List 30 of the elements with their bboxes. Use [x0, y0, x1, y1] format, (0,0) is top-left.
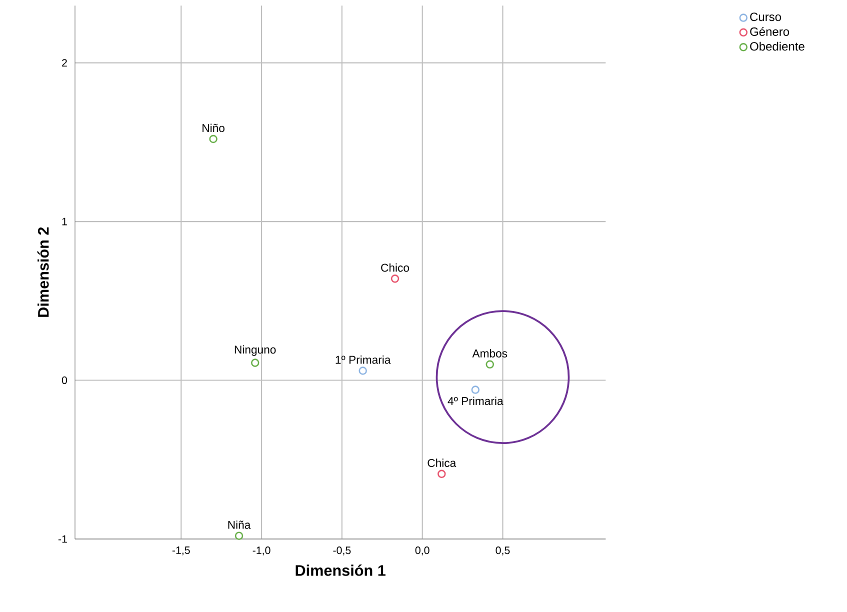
annotation: Ambos [472, 349, 508, 358]
point [209, 134, 218, 144]
annotation: Niño [202, 124, 224, 132]
x-axis-title: Dimensión 1 [296, 564, 386, 576]
legend-label: Género [750, 26, 790, 36]
y-tick-label: 2 [62, 59, 67, 67]
x-tick-label: 0,0 [415, 546, 430, 556]
y-axis-title: Dimensión 2 [37, 227, 49, 317]
x-tick-label: -1,5 [172, 546, 190, 556]
annotation: 1º Primaria [336, 355, 391, 364]
x-tick-label: -0,5 [333, 546, 351, 556]
annotation: Ninguno [234, 345, 276, 356]
point [390, 274, 400, 283]
point [438, 470, 446, 478]
x-tick-label: -1,0 [252, 546, 270, 556]
y-tick-label: 1 [62, 218, 67, 226]
point [234, 532, 244, 540]
point [250, 358, 260, 367]
annotation: 4º Primaria [448, 396, 504, 406]
y-tick-label: 0 [62, 376, 68, 384]
x-tick-label: 0,5 [496, 546, 510, 556]
annotation: Niña [228, 520, 251, 529]
point [486, 360, 494, 369]
point [471, 386, 480, 394]
annotation: Chica [428, 458, 456, 467]
y-tick-label: -1 [58, 535, 67, 543]
legend-label: Curso [750, 12, 782, 22]
legend-label: Obediente [750, 42, 804, 51]
annotation: Chico [381, 263, 410, 272]
point [358, 366, 367, 375]
